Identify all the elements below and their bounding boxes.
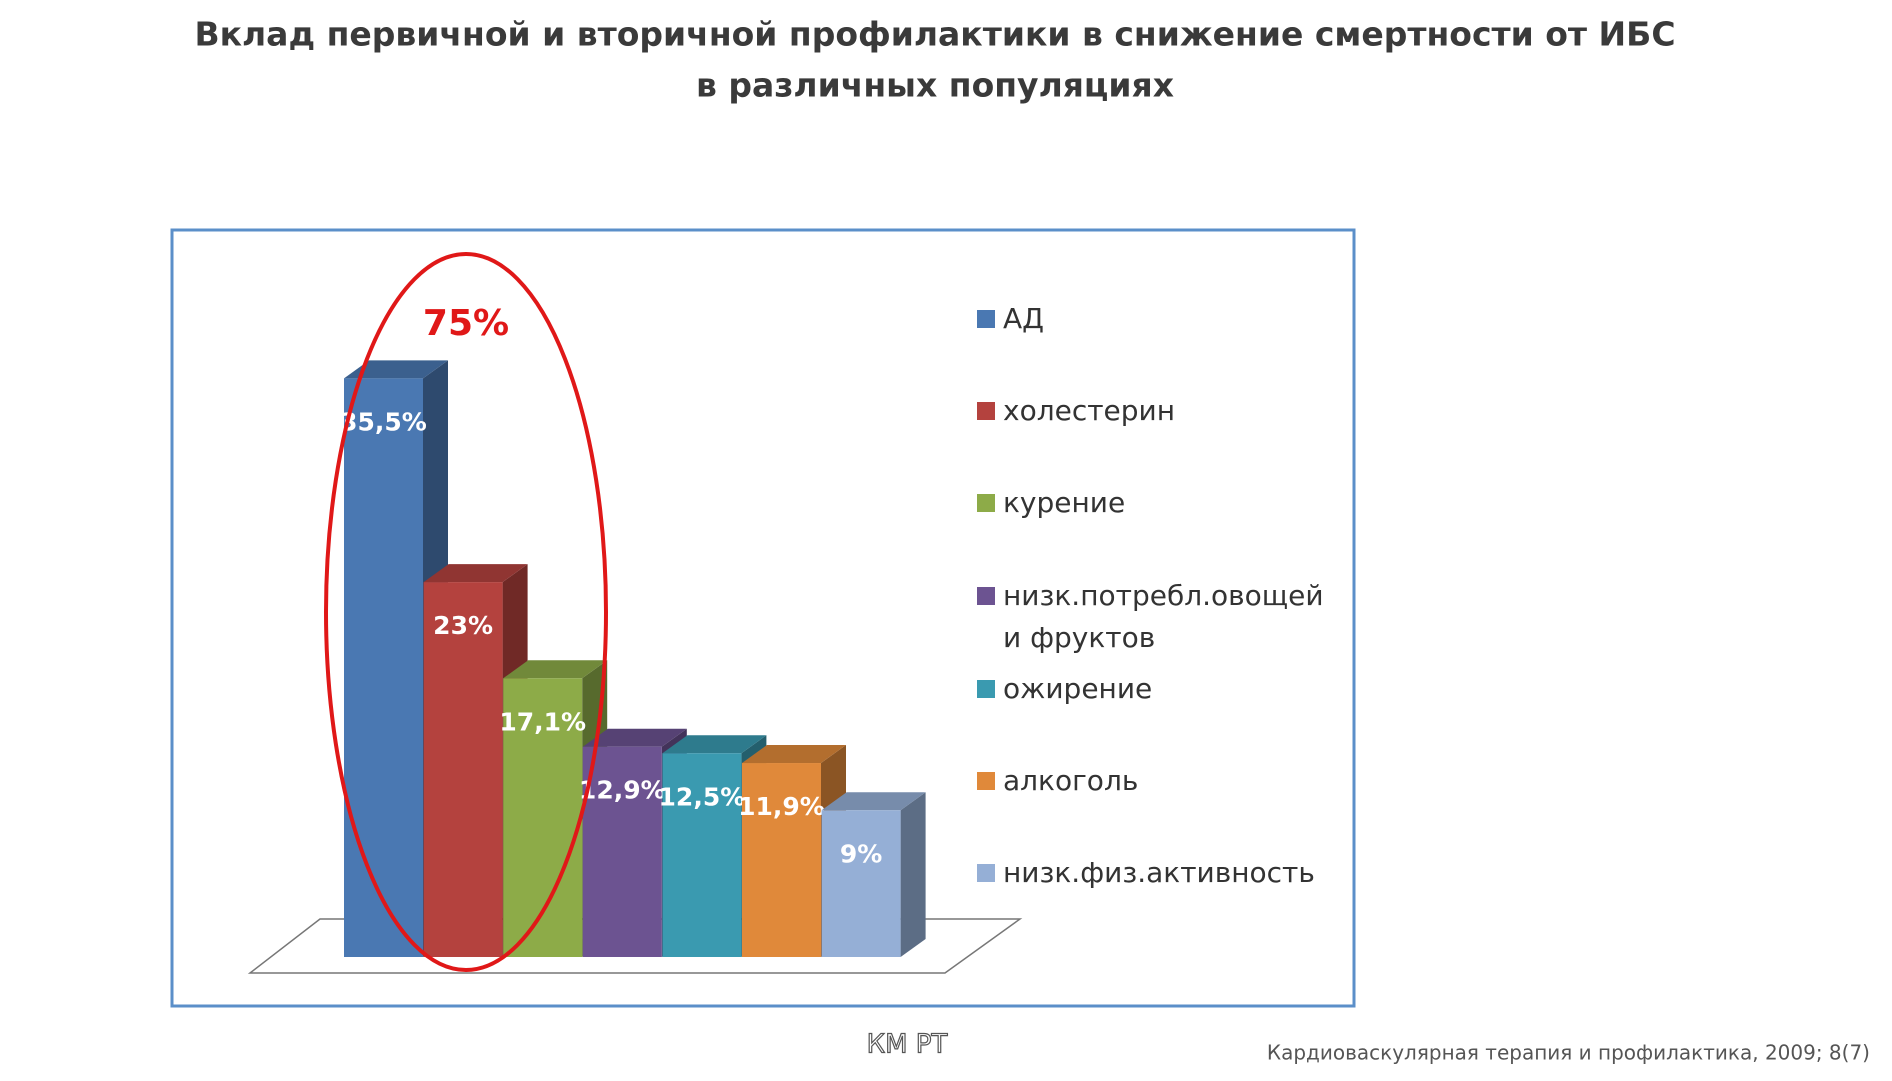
legend-label: низк.физ.активность [1003,856,1315,889]
value-label: 11,9% [738,792,825,821]
legend-label: холестерин [1003,394,1176,427]
bar-top [742,745,846,764]
value-label: 9% [840,839,882,868]
bars: 35,5% 23% 17,1% 12,9%12,5%11,9% 9% [340,360,926,958]
value-label: 23% [433,611,493,640]
value-label: 12,5% [659,782,746,811]
legend-item: АД [977,298,1343,340]
legend-label: алкоголь [1003,764,1139,797]
highlight-ellipse [324,252,608,972]
bar-top [423,564,528,583]
source: Кардиоваскулярная терапия и профилактика… [1267,1041,1870,1065]
legend-label: курение [1003,486,1126,519]
legend-item: низк.потребл.овощей и фруктов [977,575,1343,659]
legend-item: холестерин [977,390,1343,432]
chart-title: в различных популяциях [696,66,1174,105]
bar-front [662,753,742,957]
legend-label: АД [1003,302,1045,335]
floor [247,918,1023,974]
bar [821,792,926,957]
annotation: 75% [423,303,509,344]
bar-top [582,728,687,747]
bar-top [344,360,448,379]
bar-top [503,660,608,679]
bar-front [821,810,901,957]
value-label: 17,1% [499,707,586,736]
legend-label: низк.потребл.овощей и фруктов [1003,579,1324,654]
legend-swatch [977,864,995,882]
legend-swatch [977,310,995,328]
legend-swatch [977,680,995,698]
bar-front [582,746,662,957]
value-label: 35,5% [340,407,427,436]
legend-swatch [977,402,995,420]
legend-item: ожирение [977,668,1343,710]
bar-top [821,792,926,811]
legend-item: курение [977,482,1343,524]
legend-label: ожирение [1003,672,1153,705]
legend-item: алкоголь [977,760,1343,802]
bar-front [423,582,503,957]
bar-front [742,763,821,957]
value-label: 12,9% [579,776,666,805]
legend-item: низк.физ.активность [977,852,1343,894]
bar-side [900,792,926,957]
bar-top [662,735,767,754]
legend-swatch [977,587,995,605]
watermark: КМ РТ [867,1030,948,1060]
legend-swatch [977,772,995,790]
bar-front [344,378,423,958]
chart-title: Вклад первичной и вторичной профилактики… [194,15,1675,54]
legend-swatch [977,494,995,512]
